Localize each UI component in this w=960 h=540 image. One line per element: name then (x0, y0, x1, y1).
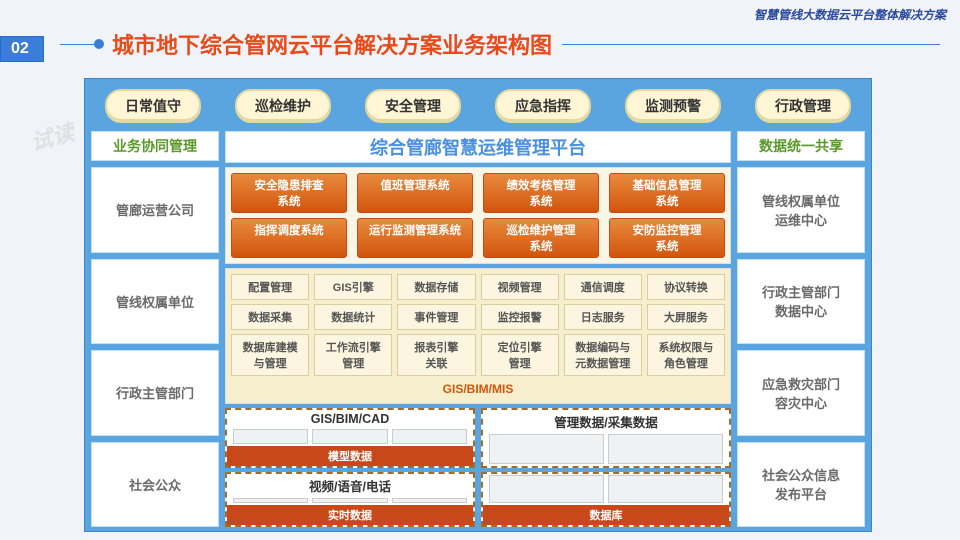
module-cell: GIS引擎 (314, 274, 392, 300)
module-cell: 日志服务 (564, 304, 642, 330)
gis-bim-mis-label: GIS/BIM/MIS (231, 380, 725, 398)
center-title: 综合管廊智慧运维管理平台 (225, 131, 731, 163)
block-subtitle: 数据库 (483, 505, 729, 525)
thumbnail-placeholder (233, 429, 308, 444)
top-tab: 应急指挥 (495, 89, 591, 123)
block-title: 管理数据/采集数据 (483, 410, 729, 433)
page-title: 城市地下综合管网云平台解决方案业务架构图 (112, 28, 552, 60)
thumbnail-placeholder (233, 498, 308, 503)
thumbnail-placeholder (608, 475, 723, 503)
top-tab: 行政管理 (755, 89, 851, 123)
right-box: 社会公众信息发布平台 (737, 442, 865, 528)
left-box: 行政主管部门 (91, 350, 219, 436)
watermark: 试读 (27, 115, 78, 157)
model-data-block: GIS/BIM/CAD 模型数据 (225, 408, 475, 468)
realtime-data-block: 视频/语音/电话 实时数据 (225, 472, 475, 527)
module-cell: 视频管理 (481, 274, 559, 300)
thumbnail-placeholder (312, 498, 387, 503)
module-cell: 系统权限与角色管理 (647, 334, 725, 376)
system-cell: 值班管理系统 (357, 173, 473, 213)
top-tab: 日常值守 (105, 89, 201, 123)
module-cell: 数据统计 (314, 304, 392, 330)
module-cell: 数据编码与元数据管理 (564, 334, 642, 376)
system-cell: 基础信息管理系统 (609, 173, 725, 213)
service-modules: 配置管理 GIS引擎 数据存储 视频管理 通信调度 协议转换 数据采集 数据统计… (225, 268, 731, 404)
module-cell: 工作流引擎管理 (314, 334, 392, 376)
platform-systems: 安全隐患排查系统 值班管理系统 绩效考核管理系统 基础信息管理系统 指挥调度系统… (225, 167, 731, 264)
system-cell: 指挥调度系统 (231, 218, 347, 258)
slide-number-badge: 02 (0, 36, 44, 62)
module-cell: 通信调度 (564, 274, 642, 300)
module-cell: 数据库建模与管理 (231, 334, 309, 376)
architecture-diagram: 日常值守 巡检维护 安全管理 应急指挥 监测预警 行政管理 业务协同管理 管廊运… (84, 78, 872, 532)
top-tab: 安全管理 (365, 89, 461, 123)
left-column: 业务协同管理 管廊运营公司 管线权属单位 行政主管部门 社会公众 (91, 131, 219, 527)
thumbnail-placeholder (312, 429, 387, 444)
module-cell: 大屏服务 (647, 304, 725, 330)
right-col-header: 数据统一共享 (737, 131, 865, 161)
module-cell: 数据存储 (397, 274, 475, 300)
block-subtitle: 模型数据 (227, 446, 473, 466)
module-cell: 监控报警 (481, 304, 559, 330)
right-column: 数据统一共享 管线权属单位运维中心 行政主管部门数据中心 应急救灾部门容灾中心 … (737, 131, 865, 527)
title-row: 城市地下综合管网云平台解决方案业务架构图 (60, 28, 940, 60)
system-cell: 安防监控管理系统 (609, 218, 725, 258)
title-bullet (94, 39, 104, 49)
right-box: 应急救灾部门容灾中心 (737, 350, 865, 436)
module-cell: 事件管理 (397, 304, 475, 330)
system-cell: 运行监测管理系统 (357, 218, 473, 258)
module-cell: 报表引擎关联 (397, 334, 475, 376)
block-title: 视频/语音/电话 (227, 474, 473, 497)
left-box: 管廊运营公司 (91, 167, 219, 253)
thumbnail-placeholder (608, 434, 723, 464)
system-cell: 绩效考核管理系统 (483, 173, 599, 213)
thumbnail-placeholder (489, 475, 604, 503)
left-col-header: 业务协同管理 (91, 131, 219, 161)
module-cell: 协议转换 (647, 274, 725, 300)
thumbnail-placeholder (392, 429, 467, 444)
module-cell: 数据采集 (231, 304, 309, 330)
title-line-left (60, 44, 94, 45)
data-sources: GIS/BIM/CAD 模型数据 视频/语音/电话 (225, 408, 731, 527)
system-cell: 安全隐患排查系统 (231, 173, 347, 213)
right-box: 管线权属单位运维中心 (737, 167, 865, 253)
database-block: 数据库 (481, 472, 731, 527)
system-cell: 巡检维护管理系统 (483, 218, 599, 258)
title-line-right (562, 44, 940, 45)
thumbnail-placeholder (392, 498, 467, 503)
module-cell: 定位引擎管理 (481, 334, 559, 376)
header-subtitle: 智慧管线大数据云平台整体解决方案 (754, 6, 946, 23)
top-tab: 巡检维护 (235, 89, 331, 123)
left-box: 社会公众 (91, 442, 219, 528)
center-column: 综合管廊智慧运维管理平台 安全隐患排查系统 值班管理系统 绩效考核管理系统 基础… (225, 131, 731, 527)
right-box: 行政主管部门数据中心 (737, 259, 865, 345)
manage-data-block: 管理数据/采集数据 (481, 408, 731, 468)
block-subtitle: 实时数据 (227, 505, 473, 525)
left-box: 管线权属单位 (91, 259, 219, 345)
top-tab: 监测预警 (625, 89, 721, 123)
block-title: GIS/BIM/CAD (227, 410, 473, 428)
top-tabs: 日常值守 巡检维护 安全管理 应急指挥 监测预警 行政管理 (91, 85, 865, 131)
module-cell: 配置管理 (231, 274, 309, 300)
thumbnail-placeholder (489, 434, 604, 464)
